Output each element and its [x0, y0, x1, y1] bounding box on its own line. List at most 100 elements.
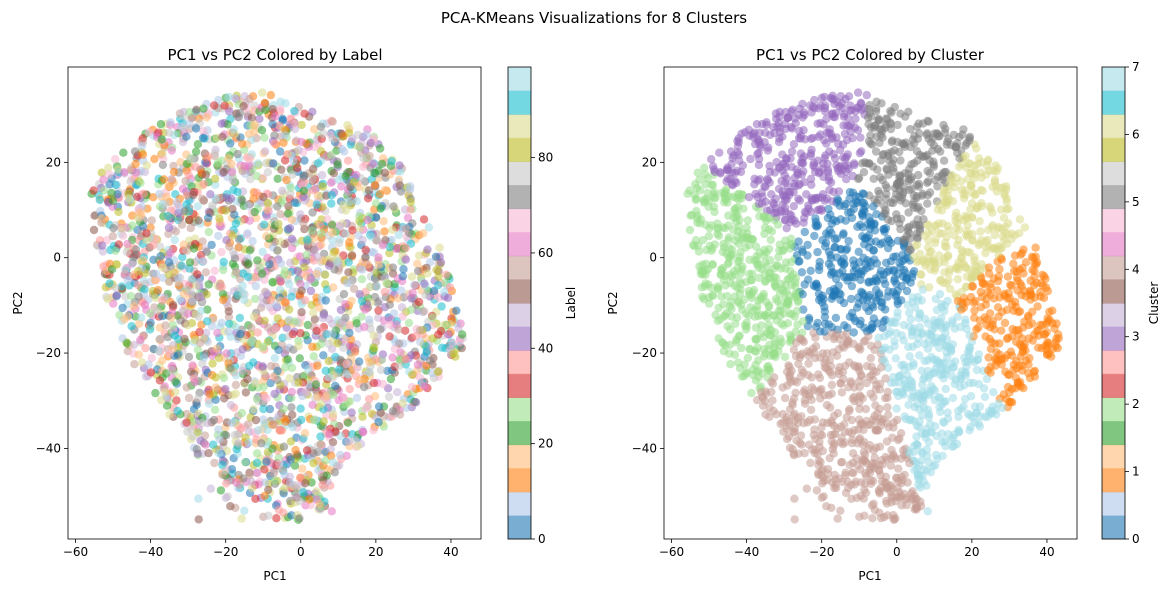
scatter-point [866, 353, 875, 363]
scatter-point [401, 354, 410, 364]
scatter-point [118, 303, 127, 313]
scatter-point [363, 194, 373, 203]
scatter-point [794, 194, 803, 203]
scatter-point [219, 257, 228, 267]
scatter-point [303, 235, 312, 244]
scatter-point [788, 400, 797, 409]
scatter-point [229, 185, 238, 195]
scatter-point [773, 261, 782, 270]
scatter-point [268, 104, 277, 114]
scatter-point [204, 152, 213, 161]
scatter-point [253, 256, 262, 265]
scatter-point [939, 120, 948, 130]
scatter-point [859, 198, 869, 208]
colorbar-tick-label: 60 [538, 246, 553, 260]
scatter-point [155, 189, 164, 199]
scatter-point [751, 376, 761, 385]
scatter-point [266, 90, 275, 100]
scatter-point [855, 404, 864, 414]
scatter-point [134, 281, 143, 290]
scatter-point [905, 415, 914, 425]
scatter-point [130, 250, 140, 260]
scatter-point [374, 306, 383, 315]
scatter-point [825, 185, 834, 195]
scatter-point [924, 117, 933, 126]
scatter-point [869, 202, 878, 211]
scatter-point [423, 245, 432, 254]
scatter-point [167, 146, 176, 155]
scatter-point [768, 198, 777, 207]
scatter-point [287, 234, 296, 244]
scatter-point [164, 258, 174, 267]
scatter-point [121, 292, 130, 301]
scatter-point [352, 170, 361, 180]
scatter-point [825, 125, 834, 134]
scatter-point [703, 188, 712, 198]
scatter-point [263, 205, 272, 214]
scatter-point [317, 240, 326, 249]
scatter-point [830, 243, 839, 252]
scatter-point [716, 315, 725, 324]
scatter-point [904, 175, 913, 184]
scatter-point [358, 427, 368, 437]
scatter-point [421, 290, 430, 300]
scatter-point [355, 212, 364, 221]
scatter-point [763, 146, 772, 155]
scatter-point [271, 112, 280, 121]
scatter-point [345, 238, 354, 247]
scatter-point [751, 189, 760, 199]
scatter-point [217, 247, 226, 257]
scatter-point [764, 300, 774, 310]
scatter-point [188, 432, 198, 441]
scatter-point [258, 362, 267, 371]
scatter-point [217, 282, 226, 292]
scatter-point [313, 392, 322, 401]
y-tick-label: 20 [46, 155, 61, 169]
scatter-point [159, 175, 169, 184]
scatter-point [822, 194, 832, 203]
scatter-point [847, 294, 856, 304]
scatter-point [374, 261, 384, 270]
scatter-point [221, 493, 231, 502]
scatter-point [314, 303, 324, 312]
scatter-point [829, 430, 838, 439]
scatter-point [275, 276, 285, 285]
scatter-point [834, 345, 843, 354]
scatter-point [235, 313, 245, 323]
scatter-point [109, 224, 118, 233]
scatter-point [300, 263, 309, 272]
scatter-point [210, 405, 220, 414]
scatter-point [215, 194, 224, 203]
scatter-point [337, 144, 346, 154]
scatter-point [255, 114, 264, 124]
colorbar-tick-label: 80 [538, 151, 553, 165]
colorbar-segment [508, 444, 531, 469]
scatter-point [208, 359, 217, 368]
scatter-point [972, 204, 981, 213]
scatter-point [411, 398, 421, 407]
scatter-point [811, 214, 820, 223]
scatter-point [275, 459, 284, 469]
scatter-point [129, 302, 139, 311]
scatter-point [969, 298, 978, 307]
scatter-point [414, 251, 424, 260]
scatter-point [197, 418, 206, 428]
scatter-point [250, 127, 259, 136]
scatter-point [301, 479, 310, 488]
scatter-point [761, 410, 770, 419]
scatter-point [955, 382, 965, 392]
scatter-point [833, 408, 843, 418]
scatter-point [238, 366, 247, 376]
scatter-point [810, 448, 820, 458]
scatter-point [734, 150, 744, 159]
scatter-point [822, 400, 832, 410]
scatter-point [854, 299, 863, 308]
scatter-point [883, 292, 892, 301]
scatter-point [132, 168, 141, 177]
scatter-point [933, 182, 942, 191]
scatter-point [234, 235, 244, 244]
scatter-point [813, 247, 822, 257]
scatter-point [723, 322, 732, 331]
scatter-point [803, 240, 812, 250]
scatter-point [251, 494, 260, 503]
